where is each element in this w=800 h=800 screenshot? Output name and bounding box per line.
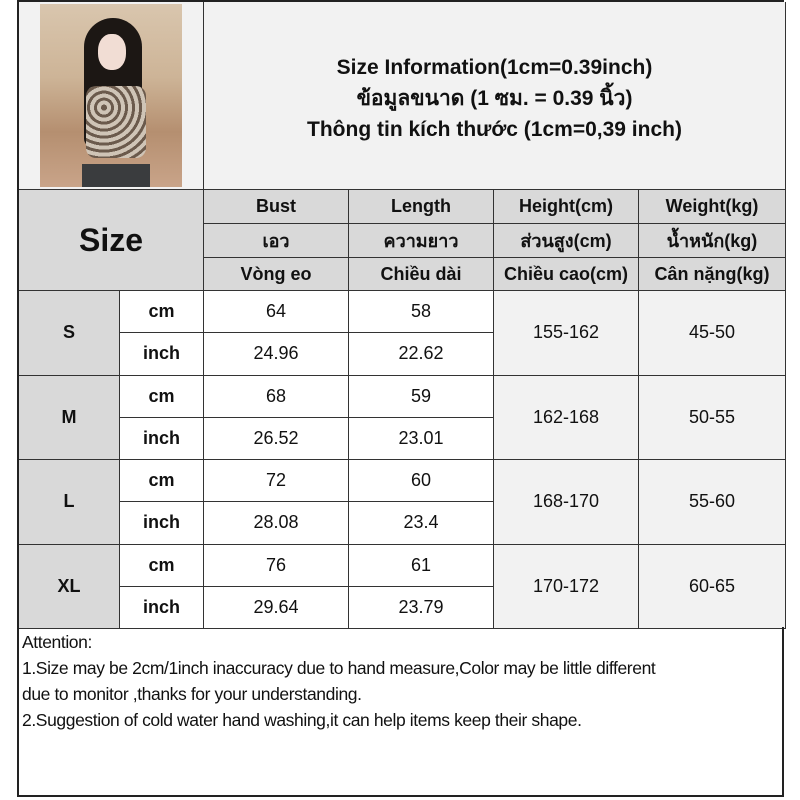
weight-range: 50-55 xyxy=(639,375,786,460)
header-length-thai: ความยาว xyxy=(349,224,494,258)
unit-inch: inch xyxy=(120,417,204,460)
unit-inch: inch xyxy=(120,586,204,629)
height-range: 170-172 xyxy=(494,544,639,629)
bust-cm: 64 xyxy=(204,291,349,334)
header-weight-thai: น้ำหนัก(kg) xyxy=(639,224,786,258)
header-height-viet: Chiều cao(cm) xyxy=(494,258,639,291)
notes-heading: Attention: xyxy=(22,632,92,652)
title-english: Size Information(1cm=0.39inch) xyxy=(336,56,653,79)
length-cm: 61 xyxy=(349,544,494,587)
bust-inch: 28.08 xyxy=(204,502,349,545)
bust-inch: 29.64 xyxy=(204,586,349,629)
header-bust: Bust xyxy=(204,190,349,224)
unit-inch: inch xyxy=(120,502,204,545)
size-header: Size xyxy=(19,190,204,291)
unit-cm: cm xyxy=(120,291,204,334)
attention-notes: Attention: 1.Size may be 2cm/1inch inacc… xyxy=(17,627,784,797)
title-thai: ข้อมูลขนาด (1 ซม. = 0.39 นิ้ว) xyxy=(356,87,633,110)
length-inch: 23.01 xyxy=(349,417,494,460)
height-range: 168-170 xyxy=(494,460,639,545)
length-inch: 22.62 xyxy=(349,333,494,376)
height-range: 162-168 xyxy=(494,375,639,460)
bust-inch: 26.52 xyxy=(204,417,349,460)
weight-range: 60-65 xyxy=(639,544,786,629)
product-photo-cell xyxy=(19,2,204,190)
note-1-continued: due to monitor ,thanks for your understa… xyxy=(22,684,362,704)
bust-cm: 72 xyxy=(204,460,349,503)
length-inch: 23.79 xyxy=(349,586,494,629)
header-bust-thai: เอว xyxy=(204,224,349,258)
length-cm: 60 xyxy=(349,460,494,503)
note-2: 2.Suggestion of cold water hand washing,… xyxy=(22,710,582,730)
unit-cm: cm xyxy=(120,460,204,503)
header-length: Length xyxy=(349,190,494,224)
weight-range: 55-60 xyxy=(639,460,786,545)
length-cm: 59 xyxy=(349,375,494,418)
bust-cm: 76 xyxy=(204,544,349,587)
weight-range: 45-50 xyxy=(639,291,786,376)
product-photo xyxy=(40,4,182,187)
header-height-thai: ส่วนสูง(cm) xyxy=(494,224,639,258)
note-1: 1.Size may be 2cm/1inch inaccuracy due t… xyxy=(22,658,656,678)
header-weight-viet: Cân nặng(kg) xyxy=(639,258,786,291)
header-height: Height(cm) xyxy=(494,190,639,224)
length-cm: 58 xyxy=(349,291,494,334)
header-bust-viet: Vòng eo xyxy=(204,258,349,291)
header-length-viet: Chiều dài xyxy=(349,258,494,291)
title-vietnamese: Thông tin kích thước (1cm=0,39 inch) xyxy=(307,118,682,141)
bust-cm: 68 xyxy=(204,375,349,418)
length-inch: 23.4 xyxy=(349,502,494,545)
header-weight: Weight(kg) xyxy=(639,190,786,224)
size-chart-table: Size Information(1cm=0.39inch) ข้อมูลขนา… xyxy=(17,0,786,629)
bust-inch: 24.96 xyxy=(204,333,349,376)
chart-title: Size Information(1cm=0.39inch) ข้อมูลขนา… xyxy=(204,2,786,190)
unit-cm: cm xyxy=(120,375,204,418)
size-label-xl: XL xyxy=(19,544,120,629)
size-label-l: L xyxy=(19,460,120,545)
size-label-m: M xyxy=(19,375,120,460)
size-label-s: S xyxy=(19,291,120,376)
unit-inch: inch xyxy=(120,333,204,376)
unit-cm: cm xyxy=(120,544,204,587)
height-range: 155-162 xyxy=(494,291,639,376)
